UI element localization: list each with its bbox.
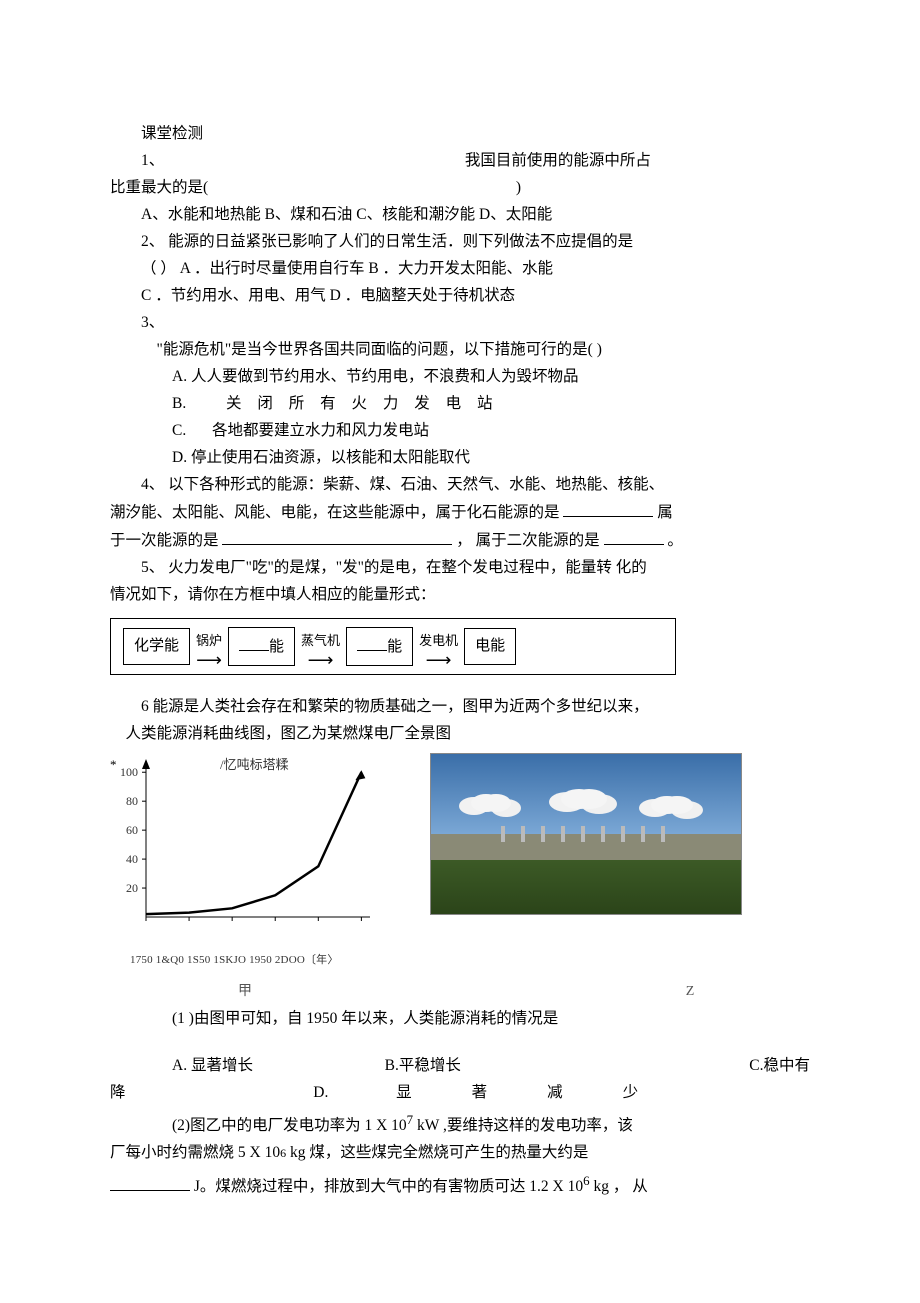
q3-optC-text: 各地都要建立水力和风力发电站 [212,422,429,439]
caption-right: Z [380,978,810,1005]
q1-label: 1、 [110,147,461,174]
flow-blank-1[interactable] [239,632,269,651]
q6-optB: B.平稳增长 [385,1052,598,1079]
energy-flow-diagram: 化学能 锅炉 ⟶ 能 蒸气机 ⟶ 能 发电机 ⟶ 电能 [110,618,676,675]
flow-arrow-1: 锅炉 ⟶ [196,627,222,666]
q4-line2: 潮汐能、太阳能、风能、电能，在这些能源中，属于化石能源的是 属 [110,498,810,526]
energy-chart: * /忆吨标塔糅 20 40 60 80 100 1750 1&Q0 1S50 1SKJ… [110,753,390,974]
flow-box-2: 能 [228,627,295,666]
q6-optC-head: C.稳中有 [597,1052,810,1079]
photo-box [430,753,742,915]
q5-line2: 情况如下，请你在方框中填人相应的能量形式： [110,581,810,608]
q6-optC-D-line: 降 D. 显著减少 [110,1079,810,1106]
q3-optC-label: C. [172,422,186,439]
cloud-icon [651,796,683,814]
q2-line2: （ ） A ．出行时尽量使用自行车 B ．大力开发太阳能、水能 [110,255,810,282]
q3-optB-text: 关 闭 所 有 火 力 发 电 站 [226,395,499,412]
q1-line1: 1、 我国目前使用的能源中所占 [110,147,810,174]
q4-blank3[interactable] [604,526,664,545]
plant-icon [501,826,671,842]
q1-options: A、水能和地热能 B、煤和石油 C、核能和潮汐能 D、太阳能 [110,201,810,228]
svg-text:80: 80 [126,794,138,808]
plant-photo [430,753,742,915]
q3-line2: "能源危机"是当今世界各国共同面临的问题，以下措施可行的是( ) [110,336,810,363]
svg-text:40: 40 [126,852,138,866]
q3-optD: D. 停止使用石油资源，以核能和太阳能取代 [110,444,810,471]
q3-optC: C. 各地都要建立水力和风力发电站 [110,417,810,444]
q1-line2-prefix: 比重最大的是( [110,179,208,196]
graphs-row: * /忆吨标塔糅 20 40 60 80 100 1750 1&Q0 1S50 1SKJ… [110,753,810,974]
q4-line2b: 属 [657,504,673,521]
flow-blank-2[interactable] [357,632,387,651]
chart-xlabels: 1750 1&Q0 1S50 1SKJO 1950 2DOO〔年〉 [110,947,390,974]
svg-text:20: 20 [126,881,138,895]
q6-optC-tail: 降 [110,1084,126,1101]
cloud-icon [561,789,597,809]
q6-optD-text: 显著减少 [396,1084,698,1101]
chart-ylabel: /忆吨标塔糅 [220,751,289,778]
flow-box-4: 电能 [464,628,516,665]
flow-box-1: 化学能 [123,628,190,665]
q4-blank1[interactable] [563,498,653,517]
q3-label: 3、 [110,309,810,336]
cloud-icon [471,794,501,812]
svg-text:100: 100 [120,765,138,779]
q4-line3c: 。 [667,532,683,549]
q4-line1: 4、 以下各种形式的能源：柴薪、煤、石油、天然气、水能、地热能、核能、 [110,471,810,498]
q2-line1: 2、 能源的日益紧张已影响了人们的日常生活．则下列做法不应提倡的是 [110,228,810,255]
q4-line3a: 于一次能源的是 [110,532,219,549]
svg-text:60: 60 [126,823,138,837]
q6-sub1: (1 )由图甲可知，自 1950 年以来，人类能源消耗的情况是 [110,1005,810,1032]
q6-line2: 人类能源消耗曲线图，图乙为某燃煤电厂全景图 [110,720,810,747]
document-page: 课堂检测 1、 我国目前使用的能源中所占 比重最大的是( ) A、水能和地热能 … [0,0,920,1303]
q5-line1: 5、 火力发电厂"吃"的是煤，"发"的是电，在整个发电过程中，能量转 化的 [110,554,810,581]
q6-sub2a: (2)图乙中的电厂发电功率为 1 X 107 kW ,要维持这样的发电功率，该 [110,1106,810,1139]
chart-star: * [110,751,117,778]
q1-tail: 我国目前使用的能源中所占 [465,152,651,169]
q3-optB-label: B. [172,395,186,412]
q6-blank-joule[interactable] [110,1172,190,1191]
q6-optD-label: D. [313,1084,328,1101]
q6-line1: 6 能源是人类社会存在和繁荣的物质基础之一，图甲为近两个多世纪以来， [110,693,810,720]
chart-svg: 20 40 60 80 100 [110,753,390,938]
flow-arrow-2: 蒸气机 ⟶ [301,627,340,666]
q6-optA: A. 显著增长 [172,1052,385,1079]
q4-line2a: 潮汐能、太阳能、风能、电能，在这些能源中，属于化石能源的是 [110,504,563,521]
q4-blank2[interactable] [222,526,452,545]
flow-arrow-3: 发电机 ⟶ [419,627,458,666]
q6-sub1-options: A. 显著增长 B.平稳增长 C.稳中有 [110,1052,810,1079]
q3-optA: A. 人人要做到节约用水、节约用电，不浪费和人为毁坏物品 [110,363,810,390]
q6-sub2c: J。煤燃烧过程中，排放到大气中的有害物质可达 1.2 X 106 kg ， 从 [110,1167,810,1200]
q4-line3b: ， 属于二次能源的是 [456,532,599,549]
q6-sub2b: 厂每小时约需燃烧 5 X 106 kg 煤，这些煤完全燃烧可产生的热量大约是 [110,1139,810,1167]
q1-line2: 比重最大的是( ) [110,174,810,201]
q3-optB: B. 关 闭 所 有 火 力 发 电 站 [110,390,810,417]
flow-box-3: 能 [346,627,413,666]
q2-line3: C ．节约用水、用电、用气 D ．电脑整天处于待机状态 [110,282,810,309]
q4-line3: 于一次能源的是 ， 属于二次能源的是 。 [110,526,810,554]
section-title: 课堂检测 [110,120,810,147]
caption-row: 甲 Z [110,978,810,1005]
caption-left: 甲 [110,978,380,1005]
q1-line2-suffix: ) [516,179,521,196]
